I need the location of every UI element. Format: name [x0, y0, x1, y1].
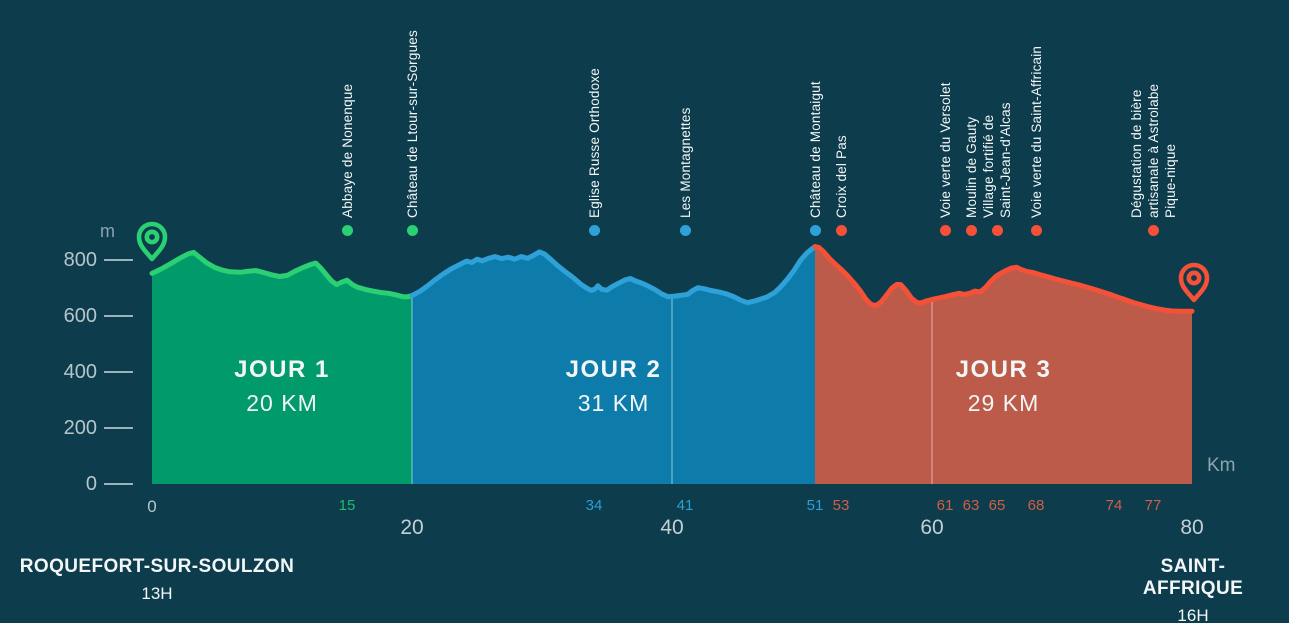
x-axis-waypoint-km: 53	[832, 497, 850, 514]
x-axis-waypoint-km: 61	[936, 497, 954, 514]
x-axis-waypoint-km: 74	[1105, 497, 1123, 514]
waypoint-label: Voie verte du Versolet	[937, 82, 953, 218]
day2-area	[412, 246, 815, 484]
waypoint-dot	[1147, 225, 1159, 236]
waypoint-dot	[406, 225, 418, 236]
waypoint-label: Les Montagnettes	[677, 107, 693, 218]
waypoint-dot	[991, 225, 1003, 236]
x-axis-waypoint-km: 34	[585, 497, 603, 514]
waypoint-dot	[588, 225, 600, 236]
segment-label-jour3: JOUR 3 29 KM	[956, 356, 1052, 417]
segment-distance: 31 KM	[577, 390, 650, 416]
y-axis-label: 200	[63, 417, 97, 439]
y-axis-unit: m	[100, 221, 115, 241]
x-axis-major-label: 80	[1180, 516, 1204, 539]
start-pin-icon	[136, 222, 168, 262]
segment-distance: 20 KM	[246, 390, 318, 416]
x-axis-waypoint-km: 68	[1027, 497, 1045, 514]
segment-label-jour1: JOUR 1 20 KM	[234, 356, 330, 417]
waypoint-label: Dégustation de bière artisanale à Astrola…	[1128, 83, 1178, 218]
waypoint-label: Village fortifié de Saint-Jean-d'Alcas	[981, 102, 1013, 218]
waypoint-dot	[341, 225, 353, 236]
waypoint-dot	[835, 225, 847, 236]
x-axis-waypoint-km: 41	[676, 497, 694, 514]
y-axis-tick	[104, 371, 133, 373]
day1-line	[149, 249, 415, 300]
y-axis-tick	[104, 315, 133, 317]
waypoint-dot	[939, 225, 951, 236]
waypoint-label: Croix del Pas	[833, 135, 849, 218]
start-time: 13H	[141, 584, 173, 603]
segment-title: JOUR 3	[955, 356, 1052, 383]
waypoint-dot	[809, 225, 821, 236]
segment-title: JOUR 1	[234, 356, 330, 383]
day2-line	[409, 244, 818, 306]
waypoint-label: Château de Montaigut	[807, 81, 823, 218]
x-axis-waypoint-km: 77	[1144, 497, 1162, 514]
y-axis-label: 0	[85, 473, 97, 495]
x-axis-major-label: 60	[920, 516, 944, 539]
x-axis-unit: Km	[1207, 455, 1236, 476]
waypoint-label: Eglise Russe Orthodoxe	[586, 68, 602, 218]
waypoint-label: Abbaye de Nonenque	[339, 83, 355, 218]
waypoint-dot	[1030, 225, 1042, 236]
end-city: SAINT-AFFRIQUE	[1142, 556, 1244, 599]
y-axis-tick	[104, 259, 133, 261]
start-endpoint: ROQUEFORT-SUR-SOULZON 13H	[20, 556, 294, 604]
segment-title: JOUR 2	[565, 356, 662, 383]
waypoint-label: Voie verte du Saint-Affricain	[1028, 45, 1044, 218]
segment-distance: 29 KM	[967, 390, 1040, 416]
y-axis-tick	[104, 427, 133, 429]
waypoint-label: Moulin de Gauty	[963, 116, 979, 218]
x-axis-waypoint-km: 65	[988, 497, 1006, 514]
x-axis-major-label: 40	[660, 516, 684, 539]
waypoint-dot	[679, 225, 691, 236]
x-axis-origin-label: 0	[147, 497, 157, 516]
waypoint-dot	[965, 225, 977, 236]
waypoint-label: Château de Ltour-sur-Sorgues	[404, 30, 420, 218]
y-axis-label: 600	[63, 305, 97, 327]
day3-area	[815, 246, 1192, 484]
day1-area	[152, 252, 412, 484]
segment-label-jour2: JOUR 2 31 KM	[566, 356, 662, 417]
start-city: ROQUEFORT-SUR-SOULZON	[19, 556, 295, 577]
y-axis-label: 400	[63, 361, 97, 383]
end-time: 16H	[1177, 606, 1209, 623]
day3-line	[812, 244, 1195, 314]
end-pin-icon	[1178, 262, 1210, 303]
x-axis-major-label: 20	[400, 516, 424, 539]
x-axis-waypoint-km: 51	[806, 497, 824, 514]
y-axis-label: 800	[63, 249, 97, 271]
end-endpoint: SAINT-AFFRIQUE 16H	[1143, 556, 1243, 623]
y-axis-tick	[104, 483, 133, 485]
x-axis-waypoint-km: 63	[962, 497, 980, 514]
x-axis-waypoint-km: 15	[338, 497, 356, 514]
